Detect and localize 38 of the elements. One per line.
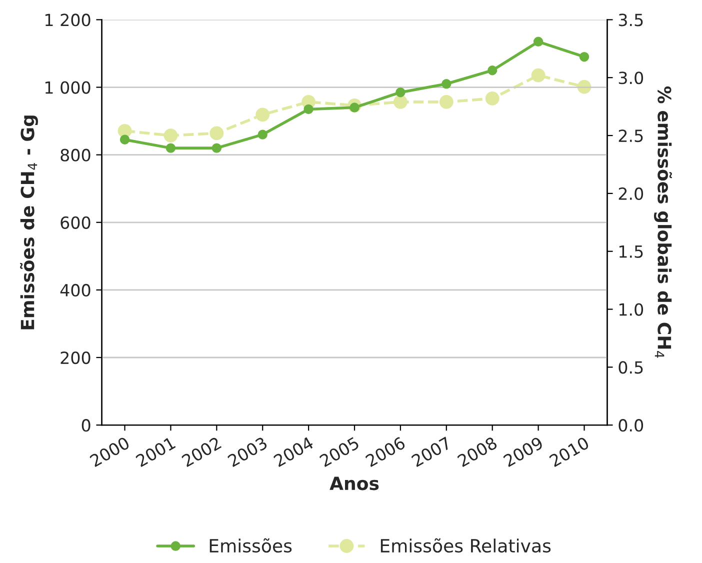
y2-tick-label: 0.5 (618, 361, 643, 374)
point (396, 87, 406, 98)
y-tick-label: 400 (60, 284, 90, 297)
y2-tick-label: 1.0 (619, 303, 644, 316)
y-tick-label: 600 (60, 216, 90, 229)
y-tick-label: 800 (60, 148, 90, 162)
point (531, 68, 546, 82)
point (120, 134, 130, 144)
y2-axis-title: % emissões globais de CH$_{4}$ (654, 86, 672, 358)
y2-tick-label: 3.0 (618, 72, 644, 84)
y2-tick-label: 2.5 (618, 129, 643, 142)
point (118, 124, 132, 138)
point (212, 143, 222, 153)
point (533, 36, 544, 47)
point (439, 94, 454, 109)
point (579, 52, 590, 62)
point (394, 94, 408, 109)
point (304, 104, 314, 114)
y-axis-title: Emissões de CH$_{4}$ - Gg (20, 116, 38, 330)
legend-label: Emissões Relativas (380, 538, 551, 553)
legend-label: Emissões (210, 538, 292, 553)
point (166, 143, 176, 153)
y-tick-label: 0 (82, 419, 90, 432)
point (487, 66, 498, 76)
y-tick-label: 1 200 (45, 14, 90, 26)
y2-tick-label: 2.0 (618, 187, 644, 200)
y-tick-label: 200 (60, 351, 90, 364)
point (210, 126, 224, 140)
point (442, 79, 452, 89)
y2-tick-label: 1.5 (619, 246, 643, 258)
y2-tick-label: 0.0 (618, 419, 644, 432)
point (258, 130, 268, 140)
point (485, 92, 500, 106)
point (164, 128, 178, 142)
y-tick-label: 1 000 (45, 81, 90, 94)
x-axis-title: Anos (330, 476, 379, 490)
y2-tick-label: 3.5 (618, 14, 643, 26)
point (256, 108, 270, 122)
